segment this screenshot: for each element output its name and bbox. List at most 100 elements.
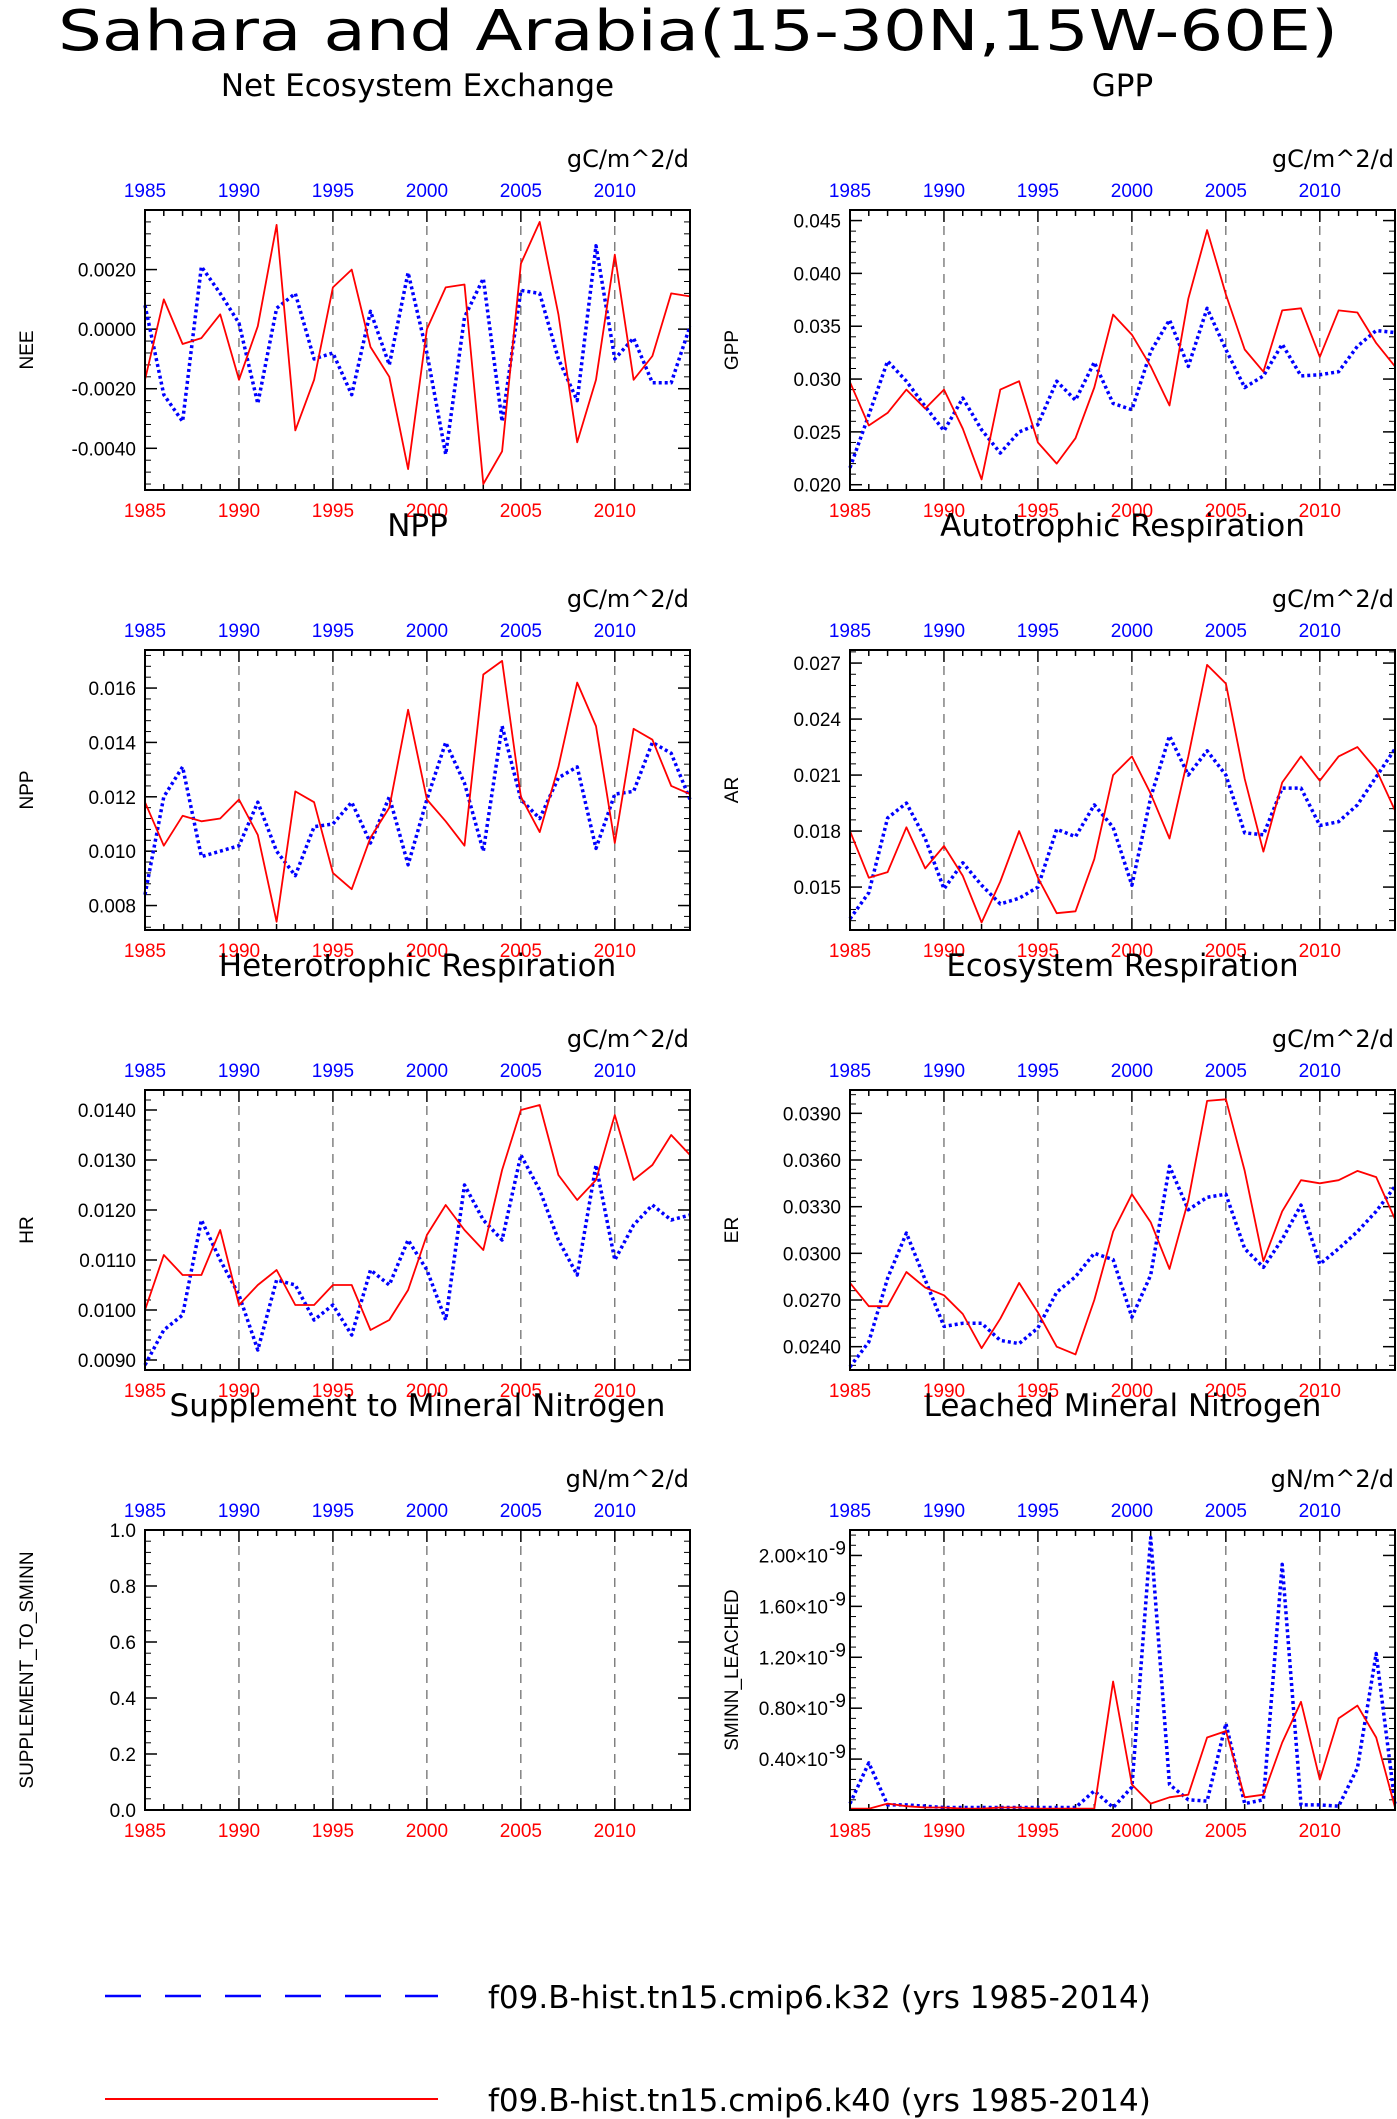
legend-label-k32: f09.B-hist.tn15.cmip6.k32 (yrs 1985-2014… <box>488 1980 1151 2016</box>
x-tick-label-top: 1990 <box>218 1501 260 1522</box>
y-tick-label: 0.020 <box>793 476 841 497</box>
series-line-k40 <box>849 1098 1396 1356</box>
y-tick-label: 0.6 <box>110 1633 136 1654</box>
units-label: gC/m^2/d <box>1272 145 1394 173</box>
series-line-k40 <box>144 1104 691 1331</box>
y-tick-exponent: -9 <box>829 1640 846 1661</box>
panel-title: NPP <box>387 508 448 544</box>
y-tick-label: 0.0120 <box>78 1201 136 1222</box>
x-tick-label-bottom: 2000 <box>406 501 448 522</box>
y-tick-label: 0.027 <box>793 654 841 675</box>
x-tick-label-top: 2000 <box>1111 621 1153 642</box>
panel-title: Supplement to Mineral Nitrogen <box>170 1388 666 1424</box>
x-tick-label-bottom: 2005 <box>500 941 542 962</box>
y-tick-label: 0.0020 <box>78 261 136 282</box>
x-tick-label-top: 1995 <box>312 1061 354 1082</box>
x-tick-label-top: 2000 <box>406 181 448 202</box>
y-tick-label: 0.008 <box>88 897 136 918</box>
x-tick-label-top: 1985 <box>829 181 871 202</box>
legend: f09.B-hist.tn15.cmip6.k32 (yrs 1985-2014… <box>105 1980 1151 2119</box>
panels: Net Ecosystem Exchange gC/m^2/d 1985 1985 19… <box>17 68 1397 1842</box>
y-tick-label: 0.2 <box>110 1745 136 1766</box>
figure-title: Sahara and Arabia(15-30N,15W-60E) <box>58 0 1338 64</box>
y-axis-label: ER <box>722 1217 743 1243</box>
y-tick-label: 0.018 <box>793 822 841 843</box>
x-tick-label-top: 1985 <box>829 621 871 642</box>
x-tick-label-bottom: 1995 <box>1017 1381 1059 1402</box>
y-tick-label: 0.80×10 <box>759 1699 828 1720</box>
x-tick-label-top: 2010 <box>1299 1501 1341 1522</box>
x-tick-label-top: 1995 <box>1017 1061 1059 1082</box>
y-tick-label: 0.014 <box>88 733 136 754</box>
y-tick-label: 0.0110 <box>79 1251 136 1272</box>
panel-title: Ecosystem Respiration <box>946 948 1298 984</box>
x-tick-label-top: 2010 <box>1299 621 1341 642</box>
x-tick-label-bottom: 2010 <box>594 941 636 962</box>
x-tick-label-bottom: 2000 <box>1111 941 1153 962</box>
units-label: gC/m^2/d <box>567 585 689 613</box>
y-tick-label: 0.0130 <box>78 1151 136 1172</box>
plot-frame <box>849 1089 1396 1371</box>
x-tick-label-top: 1990 <box>923 1501 965 1522</box>
x-tick-label-top: 1990 <box>923 621 965 642</box>
plot-frame <box>144 1529 691 1811</box>
x-tick-label-bottom: 2000 <box>1111 1821 1153 1842</box>
series-line-k32 <box>848 1535 1397 1810</box>
panel-title: Autotrophic Respiration <box>940 508 1305 544</box>
x-tick-label-bottom: 1990 <box>923 1381 965 1402</box>
x-tick-label-top: 2005 <box>500 1061 542 1082</box>
x-tick-label-top: 1995 <box>312 621 354 642</box>
plot-frame <box>144 209 691 491</box>
series-line-k40 <box>849 664 1396 924</box>
x-tick-label-bottom: 1995 <box>1017 501 1059 522</box>
x-tick-label-bottom: 2005 <box>1205 1381 1247 1402</box>
y-tick-exponent: -9 <box>829 1589 846 1610</box>
x-tick-label-top: 1990 <box>923 181 965 202</box>
series-line-k32 <box>143 1153 691 1366</box>
x-tick-label-bottom: 2005 <box>500 1381 542 1402</box>
y-axis-label: NPP <box>17 770 38 809</box>
x-tick-label-top: 1985 <box>124 1501 166 1522</box>
x-tick-label-top: 2005 <box>500 1501 542 1522</box>
y-tick-label: 0.0390 <box>783 1104 841 1125</box>
x-tick-label-bottom: 1985 <box>829 1381 871 1402</box>
y-tick-label: 0.0090 <box>78 1351 136 1372</box>
y-tick-label: -0.0040 <box>72 439 136 460</box>
x-tick-label-bottom: 2010 <box>594 1381 636 1402</box>
x-tick-label-bottom: 2005 <box>1205 1821 1247 1842</box>
y-tick-label: 0.012 <box>88 788 136 809</box>
y-tick-label: 0.8 <box>110 1577 136 1598</box>
series-line-k40 <box>144 660 691 923</box>
y-axis-label: GPP <box>722 330 743 370</box>
x-tick-label-top: 2005 <box>1205 1501 1247 1522</box>
y-tick-exponent: -9 <box>829 1691 846 1712</box>
x-tick-label-top: 2005 <box>1205 621 1247 642</box>
y-tick-label: 0.40×10 <box>759 1750 828 1771</box>
series-line-k32 <box>143 243 692 457</box>
y-tick-exponent: -9 <box>829 1742 846 1763</box>
y-axis-label: HR <box>17 1216 38 1243</box>
chart-panel: GPP gC/m^2/d 1985 1985 1990 1990 1995 1995 2000 2… <box>722 68 1396 522</box>
x-tick-label-top: 2005 <box>1205 181 1247 202</box>
x-tick-label-top: 1995 <box>1017 1501 1059 1522</box>
panel-title: Net Ecosystem Exchange <box>221 68 614 104</box>
chart-panel: Net Ecosystem Exchange gC/m^2/d 1985 1985 19… <box>17 68 692 522</box>
x-tick-label-top: 1995 <box>312 1501 354 1522</box>
x-tick-label-bottom: 1985 <box>124 1821 166 1842</box>
x-tick-label-top: 1985 <box>124 621 166 642</box>
plot-frame <box>144 649 691 931</box>
x-tick-label-top: 1990 <box>218 181 260 202</box>
x-tick-label-bottom: 2010 <box>1299 1821 1341 1842</box>
x-tick-label-bottom: 1990 <box>218 1821 260 1842</box>
plot-frame <box>849 1529 1396 1811</box>
x-tick-label-top: 1995 <box>312 181 354 202</box>
plot-frame <box>849 649 1396 931</box>
x-tick-label-top: 1985 <box>829 1061 871 1082</box>
y-tick-exponent: -9 <box>829 1538 846 1559</box>
panel-title: GPP <box>1092 68 1153 104</box>
x-tick-label-bottom: 1990 <box>923 941 965 962</box>
x-tick-label-bottom: 1990 <box>923 1821 965 1842</box>
y-tick-label: 1.60×10 <box>759 1597 828 1618</box>
x-tick-label-bottom: 2005 <box>500 1821 542 1842</box>
x-tick-label-top: 2010 <box>594 181 636 202</box>
